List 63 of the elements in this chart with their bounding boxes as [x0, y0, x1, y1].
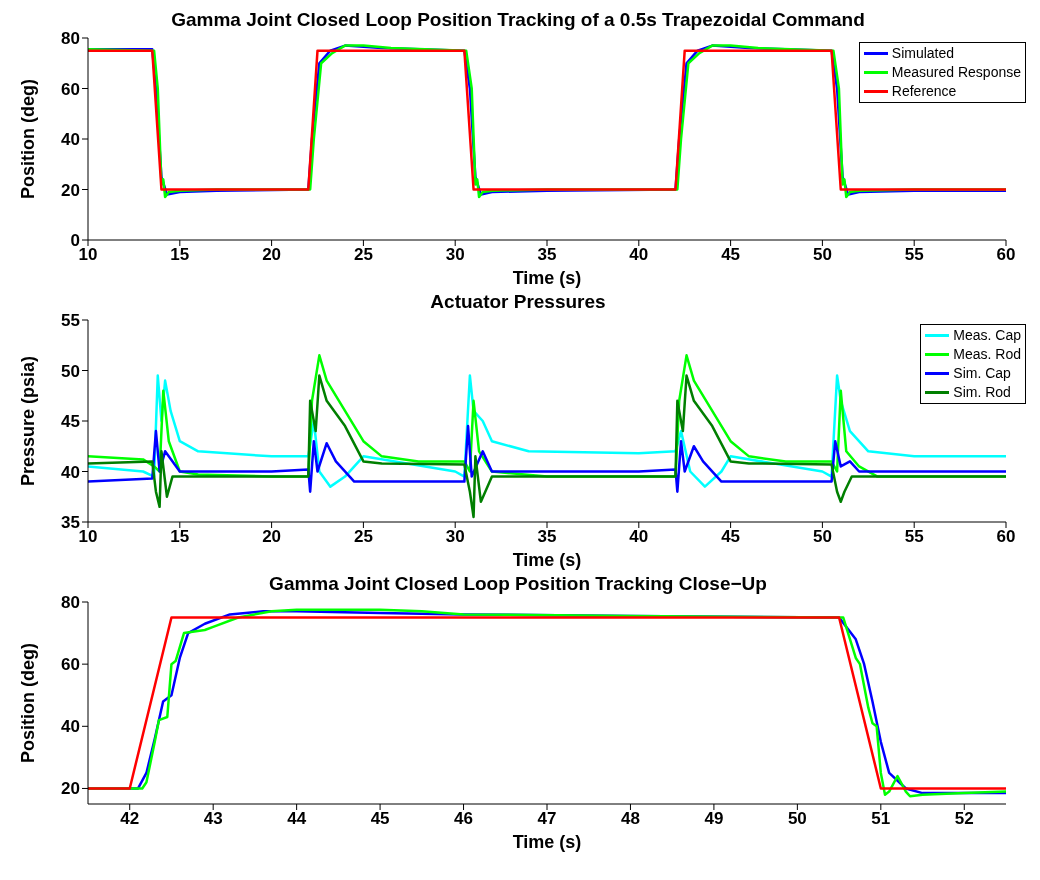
- y-tick-label: 20: [61, 779, 80, 799]
- x-tick-label: 50: [812, 245, 832, 265]
- x-tick-label: 50: [787, 809, 807, 829]
- x-tick-label: 42: [120, 809, 140, 829]
- x-tick-label: 52: [954, 809, 974, 829]
- y-axis-title: Position (deg): [18, 643, 39, 763]
- x-tick-label: 35: [537, 245, 557, 265]
- x-tick-label: 55: [904, 245, 924, 265]
- x-tick-label: 46: [454, 809, 474, 829]
- legend-label: Simulated: [891, 44, 955, 63]
- x-tick-label: 55: [904, 527, 924, 547]
- chart-title: Gamma Joint Closed Loop Position Tracking Close−Up: [269, 573, 767, 594]
- legend-label: Sim. Cap: [953, 364, 1011, 383]
- x-tick-label: 60: [996, 245, 1016, 265]
- x-tick-label: 45: [370, 809, 390, 829]
- x-tick-label: 20: [262, 527, 282, 547]
- legend-label: Meas. Cap: [953, 326, 1021, 345]
- x-tick-label: 30: [445, 527, 465, 547]
- x-tick-label: 49: [704, 809, 724, 829]
- y-tick-label: 80: [61, 593, 80, 613]
- chart-title: Actuator Pressures: [430, 291, 606, 312]
- x-tick-label: 44: [287, 809, 307, 829]
- x-tick-label: 48: [620, 809, 640, 829]
- y-tick-label: 60: [61, 79, 80, 99]
- x-tick-label: 45: [721, 245, 741, 265]
- x-tick-label: 25: [353, 245, 373, 265]
- y-axis-title: Pressure (psia): [18, 355, 39, 487]
- y-tick-label: 55: [61, 311, 80, 331]
- legend-label: Meas. Rod: [953, 345, 1021, 364]
- x-tick-label: 15: [170, 245, 190, 265]
- x-tick-label: 30: [445, 245, 465, 265]
- x-tick-label: 45: [721, 527, 741, 547]
- y-axis-title: Position (deg): [18, 79, 39, 199]
- x-tick-label: 25: [353, 527, 373, 547]
- x-tick-label: 40: [629, 527, 649, 547]
- y-tick-label: 80: [61, 29, 80, 49]
- x-tick-label: 15: [170, 527, 190, 547]
- y-tick-label: 0: [70, 231, 80, 251]
- x-tick-label: 10: [78, 245, 98, 265]
- x-tick-label: 43: [203, 809, 223, 829]
- chart-title: Gamma Joint Closed Loop Position Tracking of a 0.5s Trapezoidal Command: [171, 9, 865, 30]
- y-tick-label: 40: [61, 130, 80, 150]
- legend-label: Measured Response: [891, 63, 1021, 82]
- x-axis-title: Time (s): [512, 268, 582, 288]
- x-tick-label: 20: [262, 245, 282, 265]
- y-tick-label: 20: [61, 180, 80, 200]
- x-tick-label: 10: [78, 527, 98, 547]
- y-tick-label: 60: [61, 655, 80, 675]
- x-tick-label: 35: [537, 527, 557, 547]
- legend-label: Sim. Rod: [953, 383, 1011, 402]
- x-tick-label: 51: [871, 809, 891, 829]
- x-axis-title: Time (s): [512, 832, 582, 852]
- y-tick-label: 40: [61, 462, 80, 482]
- x-tick-label: 40: [629, 245, 649, 265]
- y-tick-label: 40: [61, 717, 80, 737]
- x-axis-title: Time (s): [512, 550, 582, 570]
- legend-label: Reference: [891, 82, 957, 101]
- x-tick-label: 50: [812, 527, 832, 547]
- x-tick-label: 47: [537, 809, 557, 829]
- y-tick-label: 45: [61, 412, 80, 432]
- y-tick-label: 50: [61, 361, 80, 381]
- x-tick-label: 60: [996, 527, 1016, 547]
- y-tick-label: 35: [61, 513, 80, 533]
